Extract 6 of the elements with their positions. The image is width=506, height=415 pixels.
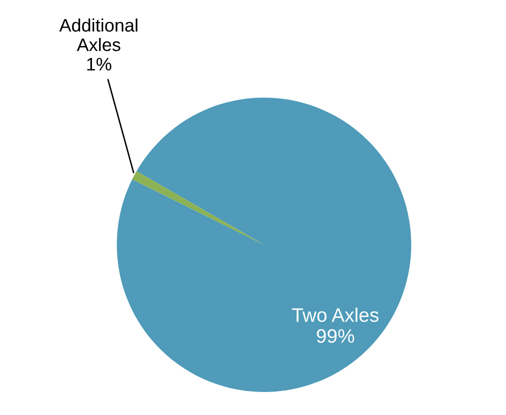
pie-slice bbox=[132, 171, 264, 245]
data-label: 1% bbox=[87, 58, 112, 71]
pie-slice bbox=[116, 98, 412, 392]
slice-label: Two Axles bbox=[292, 308, 378, 322]
data-label: 99% bbox=[316, 329, 354, 343]
slice-label: Additional Axles bbox=[59, 18, 138, 52]
